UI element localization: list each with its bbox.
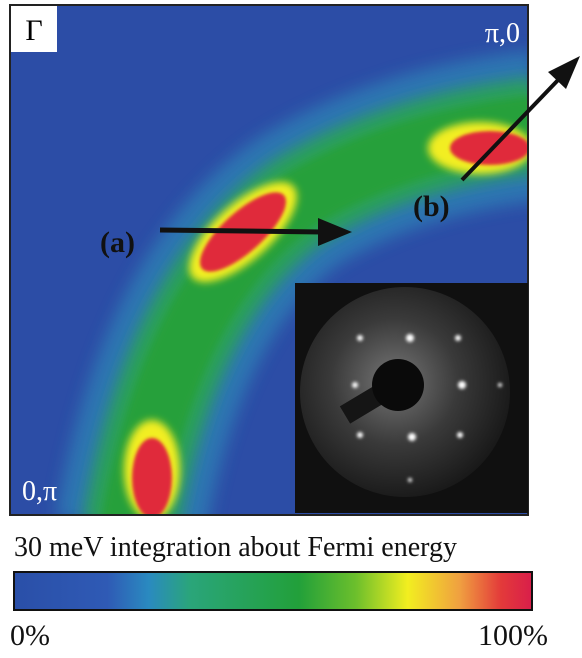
annotation: (a) [100, 226, 135, 259]
gamma-label: Γ [25, 14, 42, 47]
colorbar-max-label: 100% [478, 619, 548, 652]
colorbar [14, 572, 532, 610]
corner-label: 0,π [22, 476, 57, 507]
colorbar-title: 30 meV integration about Fermi energy [14, 532, 457, 563]
corner-label: π,0 [485, 18, 520, 49]
annotation: (b) [413, 190, 450, 223]
figure: Γ π,0 0,π (a) (b) 30 meV integration abo… [0, 0, 582, 658]
leed-inset [295, 283, 528, 513]
colorbar-min-label: 0% [10, 619, 50, 652]
